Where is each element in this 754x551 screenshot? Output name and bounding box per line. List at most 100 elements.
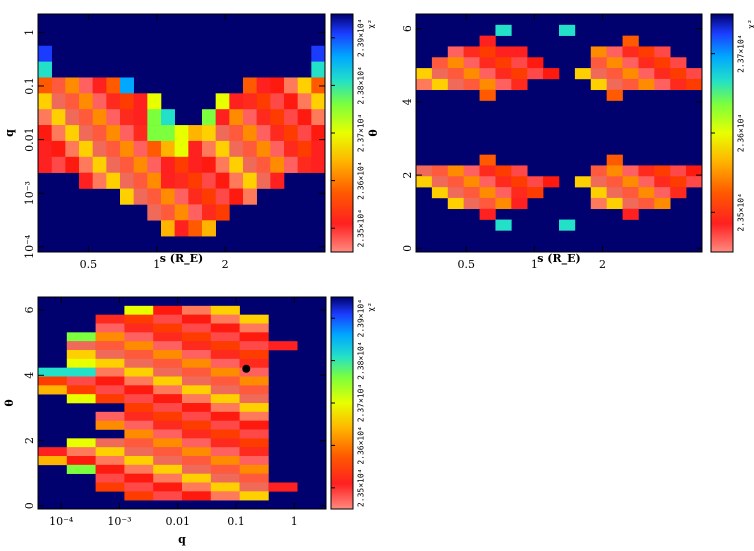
- heatmap-cell: [106, 109, 121, 126]
- heatmap-cell: [147, 109, 162, 126]
- heatmap-cell: [229, 109, 244, 126]
- heatmap-cell: [210, 358, 240, 368]
- heatmap-cell: [124, 367, 154, 377]
- heatmap-cell: [210, 323, 240, 333]
- heatmap-cell: [92, 109, 107, 126]
- heatmap-cell: [243, 140, 257, 158]
- x-tick-label: 10⁻³: [107, 515, 131, 528]
- heatmap-cell: [95, 464, 125, 474]
- colorbar-tick-label: 2.38×10⁴: [357, 341, 366, 380]
- heatmap-cell: [188, 188, 203, 205]
- heatmap-cell: [133, 156, 148, 173]
- plot-frame: [37, 13, 326, 253]
- heatmap-cell: [188, 140, 203, 158]
- heatmap-cell: [297, 156, 312, 173]
- heatmap-cell: [92, 140, 107, 158]
- heatmap-cell: [447, 197, 464, 210]
- heatmap-cell: [670, 176, 687, 188]
- heatmap-cell: [495, 68, 512, 80]
- x-tick-label: 0.01: [165, 515, 190, 528]
- heatmap-cell: [574, 68, 592, 80]
- heatmap-cell: [495, 78, 512, 91]
- heatmap-cell: [147, 204, 162, 221]
- heatmap-cell: [124, 429, 154, 439]
- heatmap-cell: [511, 78, 528, 91]
- heatmap-cell: [622, 78, 639, 91]
- heatmap-cell: [188, 204, 203, 221]
- heatmap-cell: [574, 176, 592, 188]
- heatmap-cell: [654, 187, 671, 199]
- heatmap-cell: [606, 176, 623, 188]
- heatmap-cell: [124, 350, 154, 360]
- plot-frame: [415, 13, 703, 253]
- heatmap-cell: [147, 156, 162, 173]
- heatmap-cell: [153, 314, 183, 324]
- heatmap-cell: [463, 187, 480, 199]
- heatmap-cell: [479, 46, 496, 58]
- heatmap-cell: [606, 154, 623, 166]
- heatmap-cell: [51, 125, 66, 142]
- heatmap-cell: [256, 77, 271, 94]
- heatmap-cell: [243, 172, 257, 189]
- heatmap-cell: [239, 323, 269, 333]
- heatmap-cell: [182, 323, 212, 333]
- heatmap-cell: [243, 156, 257, 173]
- heatmap-cell: [133, 109, 148, 126]
- heatmap-cell: [638, 46, 655, 58]
- heatmap-cell: [239, 473, 269, 483]
- heatmap-cell: [153, 429, 183, 439]
- heatmap-cell: [182, 376, 212, 386]
- heatmap-cell: [479, 187, 496, 199]
- heatmap-cell: [527, 187, 544, 199]
- heatmap-cell: [284, 93, 298, 110]
- heatmap-cell: [79, 140, 93, 158]
- heatmap-cell: [239, 464, 269, 474]
- heatmap-cell: [65, 156, 80, 173]
- heatmap-cell: [311, 109, 326, 126]
- heatmap-cell: [215, 109, 230, 126]
- heatmap-cell: [120, 109, 134, 126]
- heatmap-cell: [65, 93, 80, 110]
- heatmap-cell: [174, 156, 189, 173]
- heatmap-cell: [106, 172, 121, 189]
- heatmap-cell: [311, 125, 326, 142]
- heatmap-cell: [124, 456, 154, 466]
- heatmap-cell: [124, 385, 154, 395]
- heatmap-cell: [431, 187, 449, 199]
- heatmap-cell: [622, 176, 639, 188]
- heatmap-cell: [65, 77, 80, 94]
- heatmap-cell: [161, 109, 175, 126]
- heatmap-cell: [124, 438, 154, 448]
- x-tick-label: 2: [222, 258, 229, 271]
- heatmap-cell: [559, 219, 576, 231]
- x-tick-label: 0.1: [227, 515, 245, 528]
- heatmap-cell: [95, 323, 125, 333]
- heatmap-cell: [153, 341, 183, 351]
- colorbar-tick-label: 2.36×10⁴: [357, 426, 366, 465]
- heatmap-cell: [479, 57, 496, 69]
- heatmap-cell: [590, 46, 607, 58]
- heatmap-cell: [66, 350, 96, 360]
- heatmap-cell: [416, 68, 433, 80]
- heatmap-cell: [447, 46, 464, 58]
- heatmap-cell: [182, 464, 212, 474]
- heatmap-cell: [66, 376, 96, 386]
- heatmap-cell: [638, 68, 655, 80]
- heatmap-cell: [622, 46, 639, 58]
- y-axis-label: q: [3, 129, 16, 137]
- heatmap-cell: [153, 305, 183, 315]
- x-tick-label: 2: [599, 258, 606, 271]
- heatmap-cell: [202, 220, 216, 237]
- heatmap-cell: [133, 140, 148, 158]
- heatmap-cell: [38, 77, 52, 94]
- heatmap-cell: [622, 57, 639, 69]
- heatmap-cell: [124, 358, 154, 368]
- heatmap-cell: [153, 447, 183, 457]
- heatmap-cell: [95, 447, 125, 457]
- heatmap-cell: [120, 125, 134, 142]
- heatmap-cell: [210, 464, 240, 474]
- heatmap-cell: [188, 156, 203, 173]
- heatmap-cell: [161, 220, 175, 237]
- heatmap-cell: [654, 176, 671, 188]
- colorbar-tick-label: 2.37×10⁴: [737, 34, 746, 73]
